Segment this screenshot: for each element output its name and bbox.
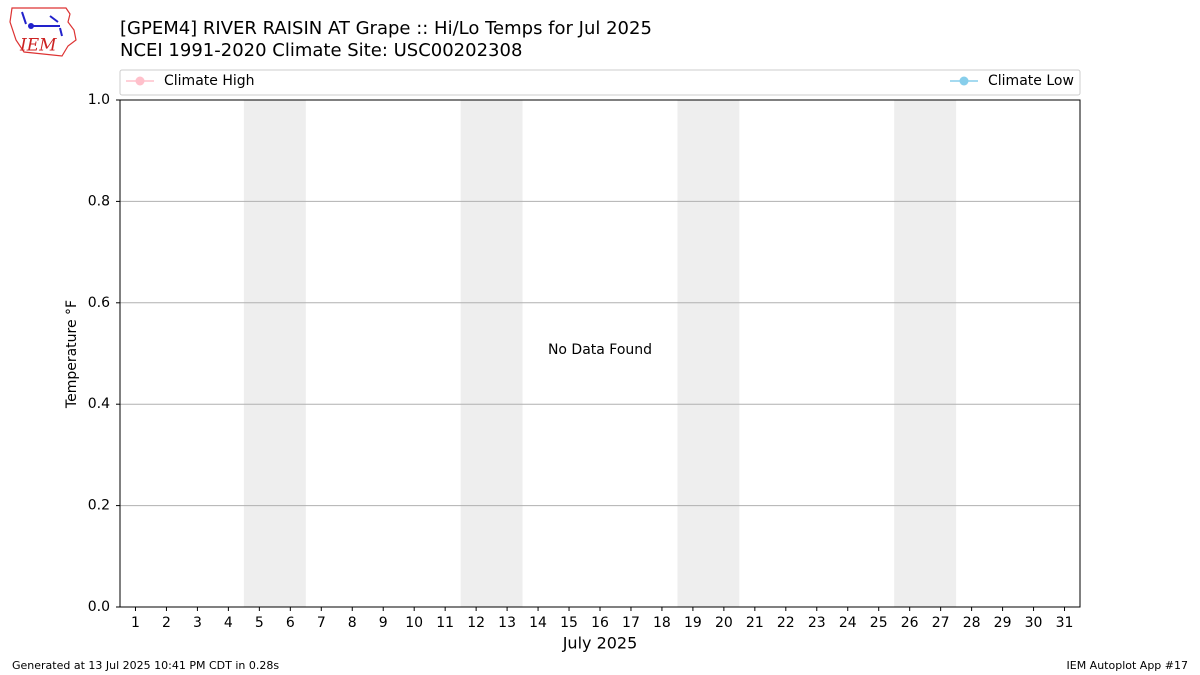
- x-tick-label: 25: [870, 615, 888, 631]
- legend-marker: [135, 76, 145, 86]
- y-axis-label: Temperature °F: [64, 300, 80, 409]
- x-tick-label: 23: [808, 615, 826, 631]
- footer-right: IEM Autoplot App #17: [1067, 659, 1189, 672]
- x-tick-label: 13: [498, 615, 516, 631]
- footer-left: Generated at 13 Jul 2025 10:41 PM CDT in…: [12, 659, 279, 672]
- logo-outline: [9, 7, 77, 57]
- annotation: No Data Found: [548, 342, 652, 358]
- y-tick-label: 0.8: [88, 193, 110, 209]
- x-tick-label: 18: [653, 615, 671, 631]
- x-tick-label: 8: [348, 615, 357, 631]
- logo-text: IEM: [19, 36, 57, 56]
- legend-label: Climate High: [164, 73, 255, 89]
- x-tick-label: 27: [932, 615, 950, 631]
- logo-icon: [21, 11, 63, 37]
- x-tick-label: 6: [286, 615, 295, 631]
- chart-title: [GPEM4] RIVER RAISIN AT Grape :: Hi/Lo T…: [120, 18, 652, 39]
- plot-frame: [119, 99, 1081, 608]
- x-tick-label: 3: [193, 615, 202, 631]
- x-tick-label: 12: [467, 615, 485, 631]
- x-tick-label: 17: [622, 615, 640, 631]
- weekend-band: [460, 100, 523, 607]
- x-tick-label: 11: [436, 615, 454, 631]
- logo-dot: [28, 23, 34, 29]
- x-tick-label: 30: [1025, 615, 1043, 631]
- x-tick-label: 15: [560, 615, 578, 631]
- y-tick-label: 0.0: [88, 599, 110, 615]
- logo: IEM: [9, 7, 77, 57]
- weekend-band: [243, 100, 306, 607]
- x-tick-label: 1: [131, 615, 140, 631]
- x-tick-label: 10: [405, 615, 423, 631]
- x-tick-label: 20: [715, 615, 733, 631]
- x-tick-label: 9: [379, 615, 388, 631]
- weekend-band: [677, 100, 740, 607]
- x-tick-label: 26: [901, 615, 919, 631]
- x-tick-label: 5: [255, 615, 264, 631]
- x-tick-label: 21: [746, 615, 764, 631]
- x-tick-label: 2: [162, 615, 171, 631]
- y-tick-label: 0.2: [88, 498, 110, 514]
- x-tick-label: 28: [963, 615, 981, 631]
- x-tick-label: 24: [839, 615, 857, 631]
- chart-subtitle: NCEI 1991-2020 Climate Site: USC00202308: [120, 40, 522, 61]
- x-tick-label: 16: [591, 615, 609, 631]
- x-axis-label: July 2025: [562, 634, 638, 653]
- legend-marker: [959, 76, 969, 86]
- y-tick-label: 0.6: [88, 295, 110, 311]
- legend-box: [119, 69, 1081, 96]
- x-tick-label: 29: [994, 615, 1012, 631]
- y-tick-label: 0.4: [88, 396, 110, 412]
- x-tick-label: 4: [224, 615, 233, 631]
- x-tick-label: 14: [529, 615, 547, 631]
- legend-label: Climate Low: [988, 73, 1074, 89]
- x-tick-label: 7: [317, 615, 326, 631]
- x-tick-label: 22: [777, 615, 795, 631]
- y-tick-label: 1.0: [88, 92, 110, 108]
- weekend-band: [894, 100, 957, 607]
- x-tick-label: 31: [1056, 615, 1074, 631]
- x-tick-label: 19: [684, 615, 702, 631]
